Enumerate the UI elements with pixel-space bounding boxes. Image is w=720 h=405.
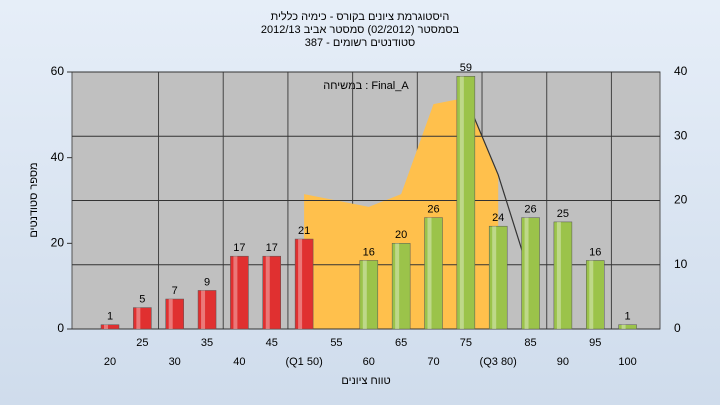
x-tick-label: 70 [427,356,439,368]
x-tick-label: 55 [330,337,342,349]
y2-tick-label: 30 [674,128,688,142]
x-tick-label: 95 [589,337,601,349]
y-axis-label: מספר סטודנטים [28,162,40,237]
x-tick-label: 65 [395,337,407,349]
bar-highlight [298,239,303,329]
x-tick-label: 60 [363,356,375,368]
bar-highlight [265,256,270,329]
bar-highlight [168,299,173,329]
bar [488,225,508,330]
x-tick-label: 40 [233,356,245,368]
data-label: 26 [524,204,536,216]
x-tick-label: 90 [557,356,569,368]
bar-highlight [621,324,626,329]
data-label: 59 [460,62,472,74]
x-tick-label: 45 [266,337,278,349]
bar-highlight [459,76,464,330]
data-label: 17 [266,242,278,254]
bar-highlight [104,324,108,329]
y2-tick-label: 20 [674,193,688,207]
bar [100,324,120,330]
data-label: 5 [139,293,145,305]
data-label: 16 [363,246,375,258]
data-label: 16 [589,246,601,258]
data-label: 21 [298,225,310,237]
bar [294,238,314,330]
bar [456,76,476,330]
y-tick-label: 40 [51,150,65,164]
x-tick-label: 20 [104,356,116,368]
data-label: 1 [625,311,631,323]
bar [553,221,573,330]
data-label: 7 [172,285,178,297]
bar-highlight [589,260,594,329]
y-tick-label: 20 [51,236,65,250]
x-tick-label: (Q3 80) [480,356,517,368]
chart-title: היסטוגרמת ציונים בקורס - כימיה כללית [271,10,450,23]
bar-highlight [427,217,432,329]
x-tick-label: 85 [524,337,536,349]
bar [165,298,184,330]
bar [133,307,152,330]
data-label: 20 [395,229,407,241]
bar-highlight [524,217,529,329]
x-tick-label: 75 [460,337,472,349]
bar [521,217,540,330]
x-tick-label: 25 [136,337,148,349]
bar-highlight [362,260,367,329]
bar [197,290,217,330]
x-tick-label: (Q1 50) [285,356,322,368]
x-tick-label: 30 [169,356,181,368]
bar [359,260,379,330]
data-label: 17 [233,242,245,254]
data-label: 9 [204,276,210,288]
chart-subtitle: סטודנטים רשומים - 387 [305,37,416,49]
line [465,97,532,278]
bar-highlight [233,256,238,329]
annotation: במשיחה : Final_A [323,80,409,92]
y-tick-label: 60 [51,64,65,78]
bar [618,324,637,330]
bar [262,255,281,330]
bar [424,217,443,330]
y2-tick-label: 40 [674,64,688,78]
data-label: 1 [107,311,113,323]
bar [586,260,605,330]
y-tick-label: 0 [57,321,64,335]
y2-tick-label: 10 [674,257,688,271]
bar [230,255,249,330]
bar-highlight [136,307,141,329]
y2-tick-label: 0 [674,321,681,335]
bar [391,243,411,330]
x-axis-label: טווח ציונים [341,375,390,387]
area [304,97,499,329]
data-label: 24 [492,212,504,224]
bar-highlight [395,243,400,329]
bar-highlight [492,226,497,329]
data-label: 25 [557,208,569,220]
chart-subtitle: בסמסטר (02/2012) סמסטר אביב 2012/13 [261,24,460,36]
bar-highlight [201,290,206,329]
x-tick-label: 35 [201,337,213,349]
data-label: 26 [427,204,439,216]
bar-highlight [556,221,561,329]
x-tick-label: 100 [618,356,636,368]
